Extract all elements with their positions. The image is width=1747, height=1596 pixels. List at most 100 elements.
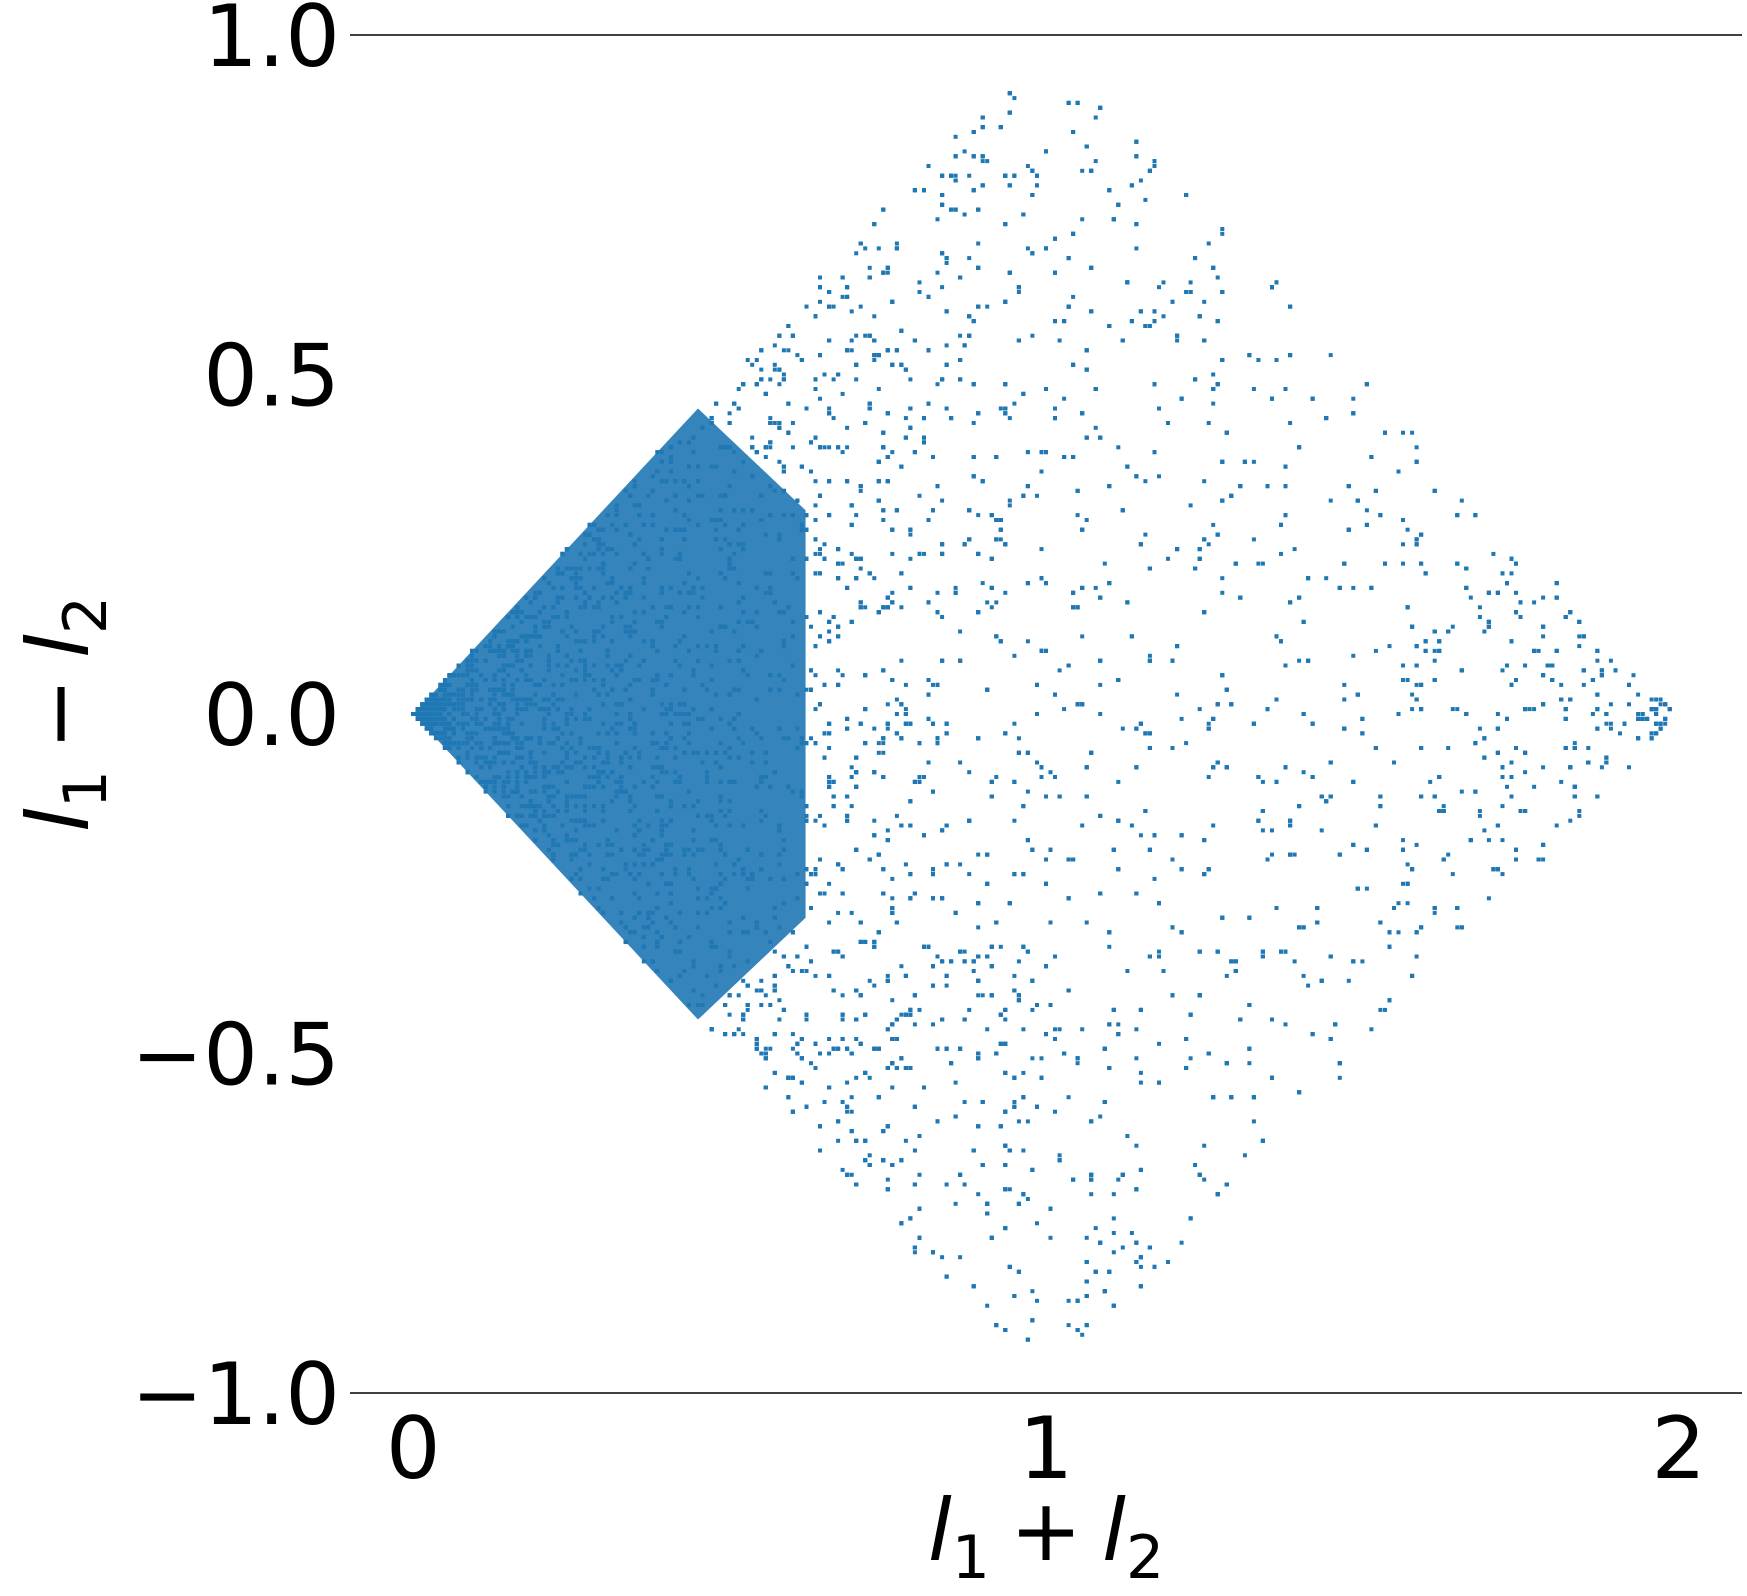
scatter-point: [976, 852, 981, 857]
scatter-point: [1025, 164, 1030, 168]
scatter-point: [574, 629, 578, 634]
scatter-point: [664, 741, 669, 746]
scatter-point: [641, 639, 646, 644]
scatter-point: [650, 474, 655, 479]
scatter-point: [840, 450, 845, 455]
scatter-point: [673, 746, 678, 750]
scatter-point: [813, 707, 818, 712]
scatter-point: [1147, 324, 1152, 328]
scatter-point: [736, 993, 741, 998]
scatter-point: [1021, 1070, 1026, 1075]
scatter-point: [795, 726, 800, 731]
scatter-point: [664, 770, 669, 775]
scatter-point: [759, 367, 764, 372]
scatter-point: [741, 930, 746, 935]
scatter-point: [632, 678, 637, 682]
scatter-point: [1410, 707, 1415, 712]
scatter-point: [655, 450, 660, 455]
scatter-point: [1003, 1017, 1008, 1022]
scatter-point: [790, 1032, 795, 1037]
scatter-point: [714, 862, 719, 867]
scatter-point: [1039, 469, 1044, 474]
scatter-point: [1175, 338, 1180, 343]
scatter-point: [840, 993, 845, 998]
scatter-point: [727, 799, 732, 804]
scatter-point: [592, 551, 597, 556]
scatter-point: [668, 469, 673, 474]
scatter-point: [899, 658, 904, 663]
scatter-point: [1608, 721, 1613, 726]
scatter-point: [1242, 1153, 1247, 1158]
scatter-point: [718, 741, 723, 746]
scatter-point: [619, 615, 624, 619]
scatter-point: [890, 896, 895, 901]
scatter-point: [510, 687, 515, 692]
scatter-point: [546, 712, 551, 716]
scatter-point: [985, 1027, 990, 1032]
scatter-point: [980, 993, 985, 998]
scatter-point: [1414, 682, 1419, 687]
scatter-point: [668, 920, 673, 925]
scatter-point: [668, 799, 673, 804]
scatter-point: [578, 847, 583, 852]
scatter-point: [528, 755, 533, 760]
scatter-point: [754, 988, 759, 993]
scatter-point: [759, 1003, 764, 1007]
scatter-point: [1536, 648, 1541, 653]
scatter-point: [659, 619, 664, 624]
scatter-point: [1157, 474, 1161, 479]
scatter-point: [1035, 1298, 1039, 1303]
scatter-point: [777, 459, 782, 464]
scatter-point: [912, 1022, 917, 1027]
scatter-point: [863, 333, 868, 338]
scatter-point: [1292, 852, 1297, 857]
scatter-point: [1215, 275, 1220, 280]
scatter-point: [677, 527, 682, 532]
scatter-point: [899, 605, 904, 610]
scatter-point: [601, 624, 606, 629]
scatter-point: [564, 712, 569, 716]
scatter-point: [1206, 775, 1211, 779]
scatter-point: [705, 770, 709, 775]
scatter-point: [863, 605, 868, 610]
scatter-point: [555, 615, 560, 619]
scatter-point: [772, 343, 777, 348]
scatter-point: [1166, 556, 1170, 561]
scatter-point: [479, 755, 484, 760]
scatter-point: [876, 246, 881, 251]
scatter-point: [912, 1250, 917, 1255]
scatter-point: [474, 741, 479, 746]
scatter-point: [560, 697, 565, 702]
scatter-point: [1170, 299, 1175, 304]
scatter-point: [461, 707, 465, 712]
scatter-point: [795, 353, 800, 358]
scatter-point: [1270, 852, 1274, 857]
scatter-point: [723, 537, 728, 542]
scatter-point: [578, 760, 583, 765]
scatter-point: [1337, 1075, 1342, 1080]
scatter-point: [623, 867, 628, 872]
scatter-point: [587, 852, 592, 857]
scatter-point: [682, 736, 687, 741]
scatter-point: [908, 532, 913, 537]
scatter-point: [768, 1046, 773, 1051]
scatter-point: [605, 842, 610, 847]
scatter-point: [872, 358, 877, 362]
scatter-point: [754, 624, 759, 629]
scatter-point: [1523, 770, 1528, 775]
scatter-point: [415, 716, 420, 721]
scatter-point: [474, 731, 479, 736]
scatter-point: [659, 551, 664, 556]
scatter-point: [1206, 542, 1211, 547]
scatter-point: [736, 736, 741, 741]
scatter-point: [1093, 425, 1098, 430]
scatter-point: [546, 707, 551, 712]
scatter-point: [790, 663, 795, 668]
scatter-point: [1080, 217, 1085, 222]
scatter-point: [524, 615, 529, 619]
scatter-point: [519, 813, 524, 818]
scatter-point: [637, 678, 642, 682]
scatter-point: [1654, 697, 1659, 702]
scatter-point: [845, 1080, 850, 1085]
scatter-point: [546, 653, 551, 658]
